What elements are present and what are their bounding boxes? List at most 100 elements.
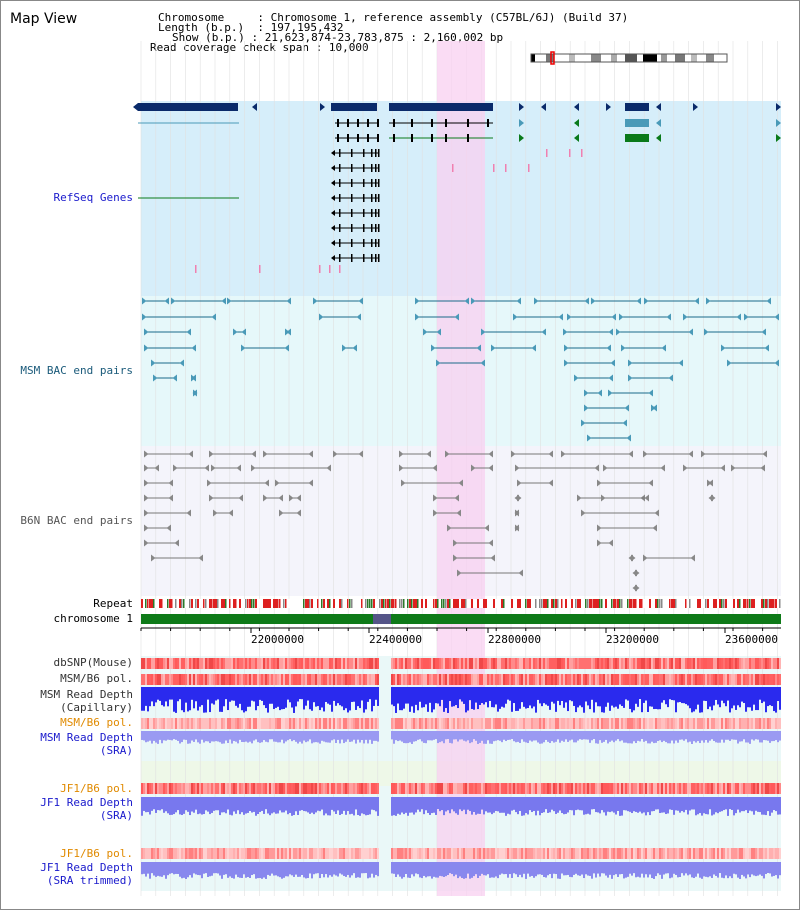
msm-b6-pol-heat bbox=[169, 674, 171, 685]
msm-b6-pol-heat bbox=[747, 674, 749, 685]
msm-depth-cap-bar bbox=[691, 687, 693, 713]
repeat-element bbox=[235, 599, 237, 608]
dbsnp-heat bbox=[163, 658, 165, 669]
msm-depth-sra-bar bbox=[555, 731, 557, 742]
jf1-b6-pol-t-heat bbox=[739, 848, 741, 859]
jf1-b6-pol-heat bbox=[553, 783, 555, 794]
jf1-depth-bar bbox=[689, 797, 691, 811]
dbsnp-heat bbox=[207, 658, 209, 669]
jf1-b6-pol-t-heat bbox=[525, 848, 527, 859]
jf1-b6-pol-heat bbox=[275, 783, 277, 794]
msm-depth-cap-bar bbox=[757, 687, 759, 711]
repeat-element bbox=[767, 599, 769, 608]
jf1-depth-t-bar bbox=[373, 862, 375, 878]
msm-depth-sra-bar bbox=[269, 731, 271, 740]
msm-b6-pol-heat bbox=[289, 674, 291, 685]
msm-depth-sra-bar bbox=[429, 731, 431, 741]
msm-b6-pol-sra-heat bbox=[141, 718, 143, 729]
jf1-b6-pol-heat bbox=[249, 783, 251, 794]
dbsnp-heat bbox=[505, 658, 507, 669]
msm-b6-pol-heat bbox=[515, 674, 517, 685]
msm-depth-cap-bar bbox=[483, 687, 485, 705]
dbsnp-heat bbox=[299, 658, 301, 669]
msm-depth-sra-bar bbox=[591, 731, 593, 741]
msm-b6-pol-sra-heat bbox=[705, 718, 707, 729]
jf1-depth-t-bar bbox=[759, 862, 761, 875]
dbsnp-heat bbox=[709, 658, 711, 669]
jf1-b6-pol-heat bbox=[749, 783, 751, 794]
msm-depth-sra-bar bbox=[227, 731, 229, 744]
msm-b6-pol-heat bbox=[543, 674, 545, 685]
jf1-b6-pol-heat bbox=[319, 783, 321, 794]
refseq-exon bbox=[363, 164, 365, 172]
msm-b6-pol-heat bbox=[751, 674, 753, 685]
msm-depth-cap-bar bbox=[253, 687, 255, 702]
msm-depth-cap-bar bbox=[427, 687, 429, 712]
msm-b6-pol-heat bbox=[361, 674, 363, 685]
msm-depth-sra-bar bbox=[503, 731, 505, 740]
msm-b6-pol-sra-heat bbox=[355, 718, 357, 729]
msm-depth-sra-bar bbox=[667, 731, 669, 744]
msm-b6-pol-heat bbox=[221, 674, 223, 685]
jf1-b6-pol-t-heat bbox=[173, 848, 175, 859]
dbsnp-heat bbox=[447, 658, 449, 669]
msm-depth-cap-bar bbox=[447, 687, 449, 713]
msm-depth-cap-bar bbox=[197, 687, 199, 711]
msm-b6-pol-sra-heat bbox=[663, 718, 665, 729]
jf1-b6-pol-heat bbox=[351, 783, 353, 794]
b6n-bac-end bbox=[457, 569, 462, 577]
msm-b6-pol-sra-heat bbox=[509, 718, 511, 729]
msm-depth-sra-bar bbox=[753, 731, 755, 741]
jf1-b6-pol-heat bbox=[271, 783, 273, 794]
jf1-b6-pol-heat bbox=[477, 783, 479, 794]
msm-depth-sra-bar bbox=[451, 731, 453, 744]
jf1-depth-bar bbox=[483, 797, 485, 815]
jf1-b6-pol-heat bbox=[745, 783, 747, 794]
msm-bac-end bbox=[319, 313, 324, 321]
msm-depth-cap-bar bbox=[345, 687, 347, 709]
msm-depth-sra-bar bbox=[329, 731, 331, 743]
msm-b6-pol-sra-heat bbox=[517, 718, 519, 729]
dbsnp-heat bbox=[399, 658, 401, 669]
msm-b6-pol-sra-heat bbox=[359, 718, 361, 729]
repeat-element bbox=[657, 599, 659, 608]
msm-b6-pol-sra-heat bbox=[719, 718, 721, 729]
msm-depth-cap-bar bbox=[457, 687, 459, 709]
jf1-b6-pol-heat bbox=[753, 783, 755, 794]
refseq-exon bbox=[393, 119, 395, 127]
track-label-b6n-bac[interactable]: B6N BAC end pairs bbox=[20, 514, 133, 527]
track-label-msm-bac[interactable]: MSM BAC end pairs bbox=[20, 364, 133, 377]
msm-depth-sra-bar bbox=[499, 731, 501, 741]
jf1-depth-t-bar bbox=[191, 862, 193, 878]
msm-b6-pol-heat bbox=[551, 674, 553, 685]
msm-depth-sra-bar bbox=[447, 731, 449, 740]
repeat-element bbox=[179, 599, 181, 608]
jf1-b6-pol-heat bbox=[711, 783, 713, 794]
msm-depth-sra-bar bbox=[661, 731, 663, 743]
msm-depth-cap-bar bbox=[249, 687, 251, 707]
dbsnp-heat bbox=[765, 658, 767, 669]
msm-depth-sra-bar bbox=[157, 731, 159, 744]
jf1-depth-bar bbox=[313, 797, 315, 815]
repeat-element bbox=[749, 599, 751, 608]
dbsnp-heat bbox=[469, 658, 471, 669]
repeat-element bbox=[393, 599, 395, 608]
refseq-snp-mark bbox=[581, 149, 583, 157]
track-label-msm-b6-pol-sra: MSM/B6 pol. bbox=[60, 716, 133, 729]
msm-b6-pol-sra-heat bbox=[677, 718, 679, 729]
msm-b6-pol-heat bbox=[693, 674, 695, 685]
msm-b6-pol-heat bbox=[573, 674, 575, 685]
track-label-refseq[interactable]: RefSeq Genes bbox=[53, 191, 133, 204]
msm-depth-cap-bar bbox=[281, 687, 283, 710]
msm-depth-sra-bar bbox=[453, 731, 455, 740]
msm-b6-pol-heat bbox=[503, 674, 505, 685]
msm-b6-pol-sra-heat bbox=[617, 718, 619, 729]
jf1-b6-pol-heat bbox=[437, 783, 439, 794]
jf1-b6-pol-t-heat bbox=[653, 848, 655, 859]
msm-depth-sra-bar bbox=[459, 731, 461, 740]
jf1-depth-bar bbox=[163, 797, 165, 813]
jf1-b6-pol-heat bbox=[649, 783, 651, 794]
dbsnp-heat bbox=[233, 658, 235, 669]
msm-b6-pol-sra-heat bbox=[639, 718, 641, 729]
